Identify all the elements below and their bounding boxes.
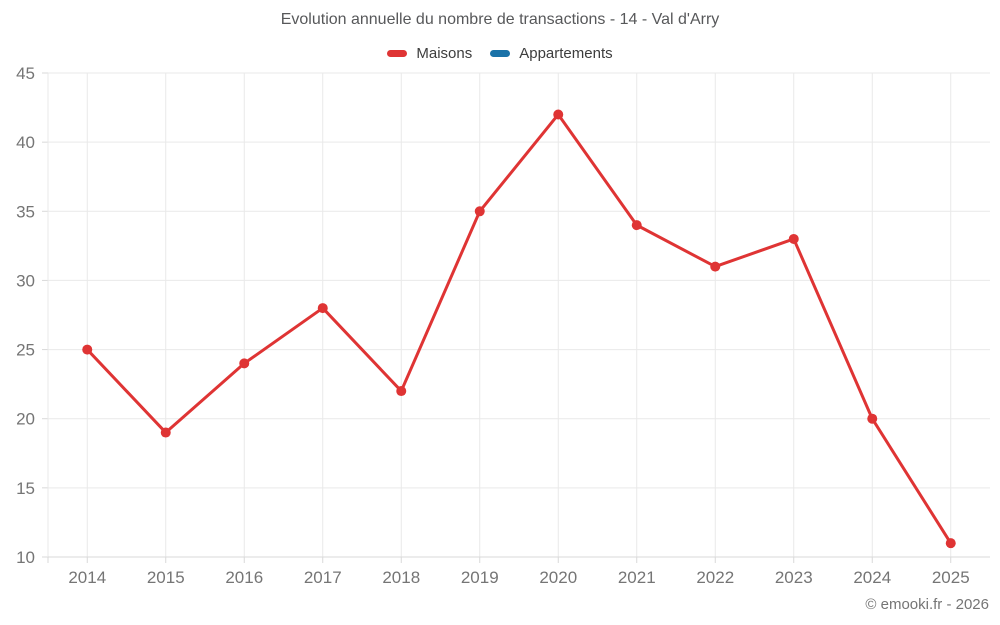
y-axis-tick-label: 15 [16, 479, 35, 498]
legend-label-appartements: Appartements [519, 45, 613, 62]
y-axis-tick-label: 45 [16, 64, 35, 83]
y-axis-tick-label: 20 [16, 410, 35, 429]
y-axis-tick-label: 10 [16, 548, 35, 567]
x-axis-tick-label: 2020 [539, 568, 577, 587]
x-axis-tick-label: 2021 [618, 568, 656, 587]
y-axis-tick-label: 35 [16, 202, 35, 221]
legend-item-maisons[interactable]: Maisons [387, 45, 472, 62]
chart-title: Evolution annuelle du nombre de transact… [280, 11, 720, 28]
data-point-maisons-2021[interactable] [631, 220, 642, 231]
y-axis-tick-label: 40 [16, 133, 35, 152]
x-axis-tick-label: 2017 [304, 568, 342, 587]
data-point-maisons-2015[interactable] [160, 427, 171, 438]
data-point-maisons-2018[interactable] [396, 386, 407, 397]
chart-legend: Maisons Appartements [0, 45, 1000, 62]
legend-swatch-maisons [387, 50, 408, 57]
data-point-maisons-2017[interactable] [317, 303, 328, 314]
data-point-maisons-2020[interactable] [553, 109, 564, 120]
legend-item-appartements[interactable]: Appartements [490, 45, 613, 62]
legend-label-maisons: Maisons [416, 45, 473, 62]
x-axis-tick-label: 2025 [932, 568, 970, 587]
x-axis-tick-label: 2014 [68, 568, 106, 587]
series-line-maisons [85, 112, 953, 545]
data-point-maisons-2025[interactable] [945, 538, 956, 549]
legend-swatch-appartements [490, 50, 511, 57]
data-point-maisons-2016[interactable] [239, 358, 250, 369]
y-axis-tick-label: 30 [16, 271, 35, 290]
x-axis-tick-label: 2015 [147, 568, 185, 587]
x-axis-tick-label: 2018 [382, 568, 420, 587]
x-axis-tick-label: 2019 [461, 568, 499, 587]
data-point-maisons-2023[interactable] [788, 233, 799, 244]
data-point-maisons-2014[interactable] [82, 344, 93, 355]
x-axis-tick-label: 2016 [225, 568, 263, 587]
x-axis-tick-label: 2024 [853, 568, 891, 587]
data-point-maisons-2019[interactable] [474, 206, 485, 217]
y-axis-tick-label: 25 [16, 341, 35, 360]
data-point-maisons-2022[interactable] [710, 261, 721, 272]
data-point-maisons-2024[interactable] [867, 413, 878, 424]
copyright-watermark: © emooki.fr - 2026 [865, 596, 989, 613]
x-axis-tick-label: 2023 [775, 568, 813, 587]
x-axis-tick-label: 2022 [696, 568, 734, 587]
